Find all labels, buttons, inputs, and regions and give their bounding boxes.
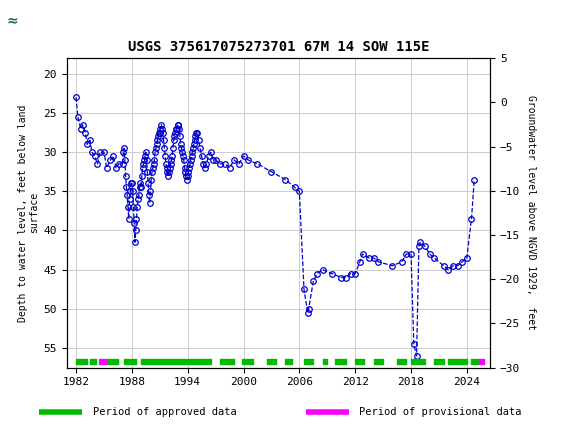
Title: USGS 375617075273701 67M 14 SOW 115E: USGS 375617075273701 67M 14 SOW 115E [128,40,429,54]
Text: Period of approved data: Period of approved data [93,407,236,417]
Text: Period of provisional data: Period of provisional data [360,407,522,417]
Bar [5,5,57,35]
Text: USGS: USGS [64,11,115,29]
Y-axis label: Depth to water level, feet below land
surface: Depth to water level, feet below land su… [18,104,39,322]
Text: ≈: ≈ [7,13,19,27]
Y-axis label: Groundwater level above NGVD 1929,  feet: Groundwater level above NGVD 1929, feet [525,95,535,330]
